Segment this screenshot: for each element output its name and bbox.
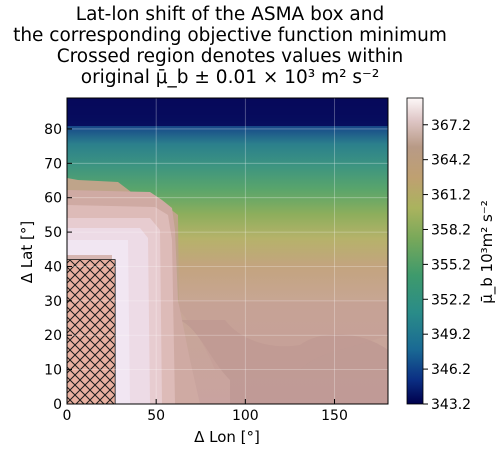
colorbar-tick-label: 346.2 [431,362,471,378]
y-tick-label: 30 [44,294,62,310]
chart-title-line-3: Crossed region denotes values within [56,46,404,67]
colorbar-tick-label: 349.2 [431,327,471,343]
x-axis-label: Δ Lon [°] [194,428,260,446]
colorbar-tick-label: 355.2 [431,257,471,273]
y-tick-label: 20 [44,328,62,344]
chart-title-line-4: original μ̄_b ± 0.01 × 10³ m² s⁻² [80,67,380,88]
y-tick-label: 0 [53,397,62,413]
y-tick-label: 40 [44,259,62,275]
colorbar [406,97,424,405]
colorbar-tick-label: 358.2 [431,222,471,238]
y-tick-label: 80 [44,122,62,138]
x-axis-ticks: 0 50 100 150 [63,399,348,424]
y-tick-label: 10 [44,363,62,379]
x-tick-label: 100 [232,408,259,424]
colorbar-tick-label: 361.2 [431,188,471,204]
plot-frame [66,97,389,405]
y-tick-label: 70 [44,156,62,172]
grid-lines [67,98,388,404]
crossed-region [66,259,116,405]
x-tick-label: 150 [321,408,348,424]
x-tick-label: 0 [63,408,72,424]
y-tick-label: 50 [44,225,62,241]
colorbar-ticks: 343.2 346.2 349.2 352.2 355.2 358.2 361.2 364.2… [423,118,471,413]
colorbar-tick-label: 364.2 [431,153,471,169]
y-tick-label: 60 [44,191,62,207]
colorbar-tick-label: 352.2 [431,292,471,308]
y-axis-ticks: 0 10 20 30 40 50 60 70 80 [44,122,72,413]
x-tick-label: 50 [147,408,165,424]
colorbar-label: μ̄_b 10³m² s⁻² [478,200,497,304]
y-axis-label: Δ Lat [°] [18,221,36,283]
chart-title-line-1: Lat-lon shift of the ASMA box and [75,4,385,25]
colorbar-tick-label: 343.2 [431,397,471,413]
colorbar-tick-label: 367.2 [431,118,471,134]
chart-title-line-2: the corresponding objective function min… [13,25,447,46]
